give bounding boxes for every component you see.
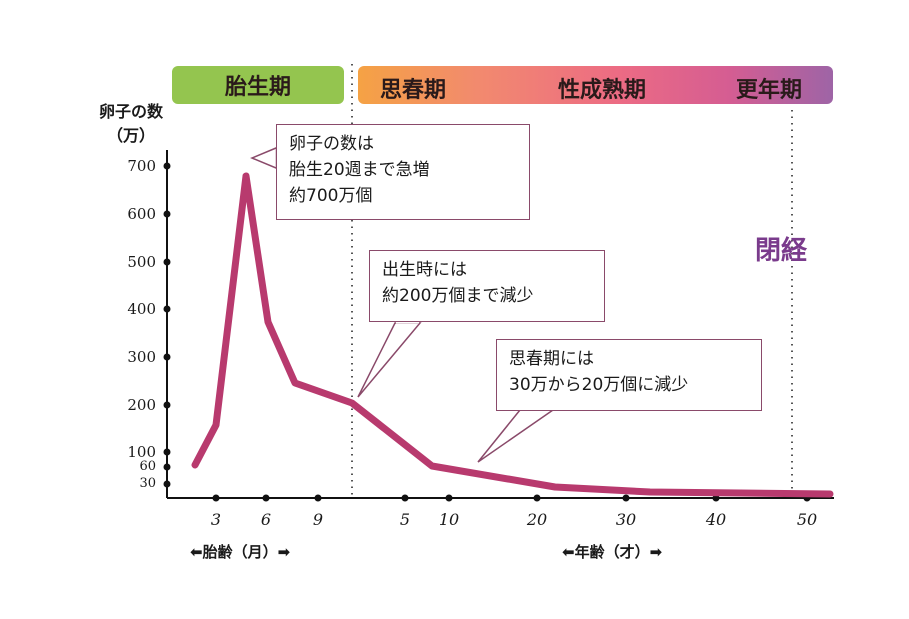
x-tick-age-5: 5 [399, 510, 411, 529]
callout-peak-tail [250, 146, 277, 170]
callout-puberty-line2: 30万から20万個に減少 [509, 375, 689, 395]
x-axis-caption-age: ⬅年齢（才）➡ [562, 543, 663, 561]
phase-postnatal-bar: 思春期 性成熟期 更年期 [358, 66, 833, 104]
y-axis-label-line1: 卵子の数 [98, 102, 163, 121]
y-tick-300: 300 [127, 348, 156, 366]
callout-peak-line2: 胎生20週まで急増 [289, 160, 430, 180]
y-tick-700: 700 [127, 157, 156, 175]
callout-birth-line2: 約200万個まで減少 [382, 286, 534, 306]
y-axis-label-unit: （万） [106, 126, 155, 145]
callout-peak-line3: 約700万個 [289, 186, 373, 206]
callout-peak-line1: 卵子の数は [289, 134, 374, 154]
oocyte-count-line [191, 172, 834, 498]
x-tick-age-50: 50 [796, 510, 818, 529]
y-tick-600: 600 [127, 205, 156, 223]
callout-puberty: 思春期には 30万から20万個に減少 [496, 339, 762, 411]
phase-menopausal-label: 更年期 [736, 78, 803, 103]
y-tick-400: 400 [127, 300, 156, 318]
y-tick-200: 200 [127, 396, 156, 414]
y-tick-60: 60 [139, 459, 156, 474]
x-tick-age-20: 20 [526, 510, 548, 529]
callout-birth-tail [357, 322, 422, 398]
y-axis-label: 卵子の数 （万） [86, 100, 176, 148]
callout-peak: 卵子の数は 胎生20週まで急増 約700万個 [276, 124, 530, 220]
x-tick-fetal-6: 6 [260, 510, 272, 529]
x-axis-caption-fetal-age: ⬅胎齢（月）➡ [190, 543, 291, 561]
y-tick-dots [163, 162, 171, 488]
phase-fetal-bar: 胎生期 [172, 66, 344, 104]
y-tick-30: 30 [139, 476, 156, 491]
callout-puberty-tail [477, 409, 556, 463]
callout-puberty-line1: 思春期には [509, 349, 594, 369]
phase-fetal-label: 胎生期 [224, 75, 291, 100]
x-tick-fetal-9: 9 [312, 510, 324, 529]
y-tick-100: 100 [127, 443, 156, 461]
y-tick-500: 500 [127, 253, 156, 271]
callout-birth-line1: 出生時には [382, 260, 467, 280]
x-tick-age-10: 10 [438, 510, 460, 529]
x-tick-age-40: 40 [705, 510, 727, 529]
x-tick-fetal-3: 3 [210, 510, 222, 529]
x-tick-age-30: 30 [615, 510, 637, 529]
phase-mature-label: 性成熟期 [558, 78, 647, 103]
phase-puberty-label: 思春期 [380, 78, 447, 103]
menopause-label: 閉経 [755, 236, 808, 266]
callout-birth: 出生時には 約200万個まで減少 [369, 250, 605, 322]
